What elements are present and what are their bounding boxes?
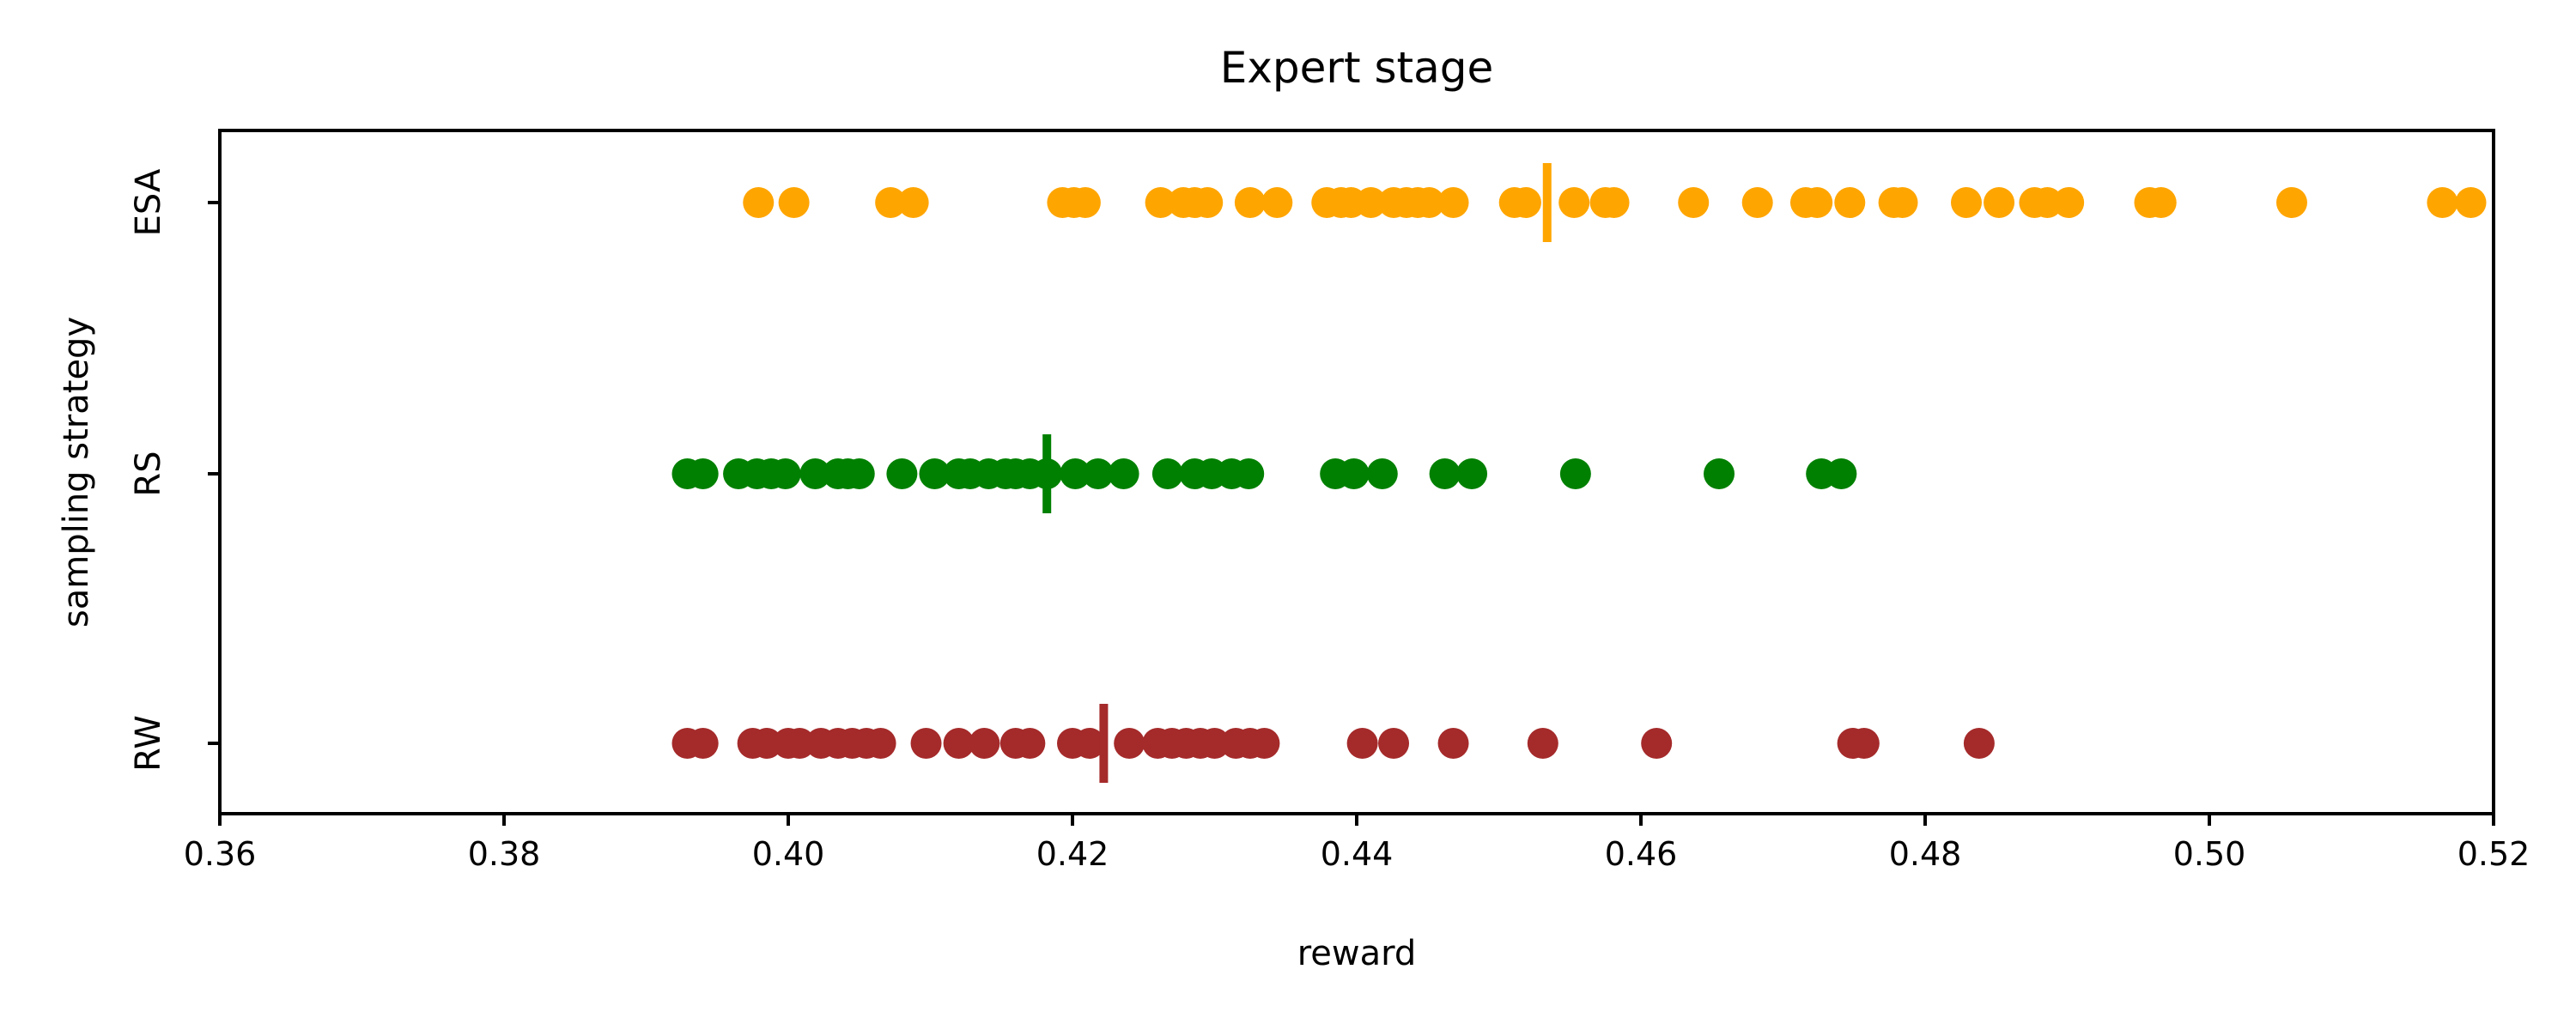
data-point: [784, 728, 816, 759]
data-point: [969, 728, 1000, 759]
data-point: [1429, 458, 1461, 489]
x-axis: 0.36 0.38 0.40 0.42 0.44 0.46 0.48 0.50 0.52: [184, 814, 2530, 873]
x-tick-label: 0.52: [2458, 835, 2530, 873]
data-point: [886, 458, 918, 489]
data-point: [919, 458, 951, 489]
data-point: [1801, 187, 1833, 218]
data-point: [865, 728, 896, 759]
data-point: [1346, 728, 1378, 759]
y-axis-label: sampling strategy: [57, 317, 96, 627]
y-axis: ESA RS RW: [129, 168, 220, 772]
x-tick-label: 0.40: [752, 835, 825, 873]
data-point: [1355, 187, 1387, 218]
data-point: [1704, 458, 1735, 489]
data-point: [1558, 187, 1590, 218]
x-tick-label: 0.44: [1321, 835, 1394, 873]
x-tick-label: 0.36: [184, 835, 257, 873]
y-tick-label: RW: [129, 715, 168, 772]
data-point: [1060, 458, 1091, 489]
data-point: [1378, 728, 1410, 759]
data-point: [1834, 187, 1866, 218]
data-point: [1559, 458, 1591, 489]
data-point: [1437, 728, 1469, 759]
data-point: [875, 187, 907, 218]
data-point: [1598, 187, 1630, 218]
data-point: [1199, 728, 1230, 759]
data-point: [1963, 728, 1995, 759]
data-point: [687, 728, 719, 759]
data-point: [1413, 187, 1445, 218]
data-point: [1527, 728, 1558, 759]
data-point: [1437, 187, 1469, 218]
data-point: [1151, 458, 1183, 489]
data-point: [1108, 458, 1139, 489]
data-point: [1950, 187, 1982, 218]
data-point: [1069, 187, 1101, 218]
data-point: [910, 728, 942, 759]
data-point: [2032, 187, 2063, 218]
data-point: [1145, 187, 1176, 218]
data-point: [1678, 187, 1710, 218]
data-point: [1192, 187, 1224, 218]
data-point: [1456, 458, 1488, 489]
data-point: [1073, 728, 1105, 759]
data-point: [1338, 458, 1370, 489]
data-point: [1261, 187, 1293, 218]
data-point: [1510, 187, 1541, 218]
chart-title: Expert stage: [1220, 43, 1494, 93]
data-point: [1741, 187, 1773, 218]
data-point: [1886, 187, 1918, 218]
data-point: [1082, 458, 1114, 489]
data-point: [2427, 187, 2458, 218]
data-point: [769, 458, 801, 489]
data-point: [1233, 458, 1265, 489]
data-point: [897, 187, 929, 218]
data-point: [1249, 728, 1280, 759]
x-tick-label: 0.48: [1889, 835, 1962, 873]
data-point: [2275, 187, 2307, 218]
data-point: [687, 458, 719, 489]
data-point: [751, 728, 783, 759]
data-point: [1014, 728, 1046, 759]
data-point: [1234, 187, 1266, 218]
x-tick-label: 0.50: [2173, 835, 2246, 873]
data-point: [1641, 728, 1673, 759]
data-point: [1826, 458, 1857, 489]
data-point: [799, 458, 831, 489]
y-tick-label: ESA: [129, 168, 168, 236]
x-tick-label: 0.42: [1036, 835, 1109, 873]
data-point: [943, 728, 975, 759]
x-axis-label: reward: [1297, 934, 1417, 973]
x-tick-label: 0.46: [1605, 835, 1678, 873]
data-point: [778, 187, 810, 218]
data-point: [1984, 187, 2015, 218]
y-tick-label: RS: [129, 451, 168, 496]
data-point: [2455, 187, 2487, 218]
data-point: [1848, 728, 1880, 759]
data-point: [2145, 187, 2177, 218]
x-tick-label: 0.38: [468, 835, 541, 873]
data-point: [843, 458, 875, 489]
plot-marks: [671, 163, 2487, 783]
data-point: [743, 187, 775, 218]
data-point: [1114, 728, 1145, 759]
data-point: [1366, 458, 1398, 489]
data-point: [2053, 187, 2085, 218]
